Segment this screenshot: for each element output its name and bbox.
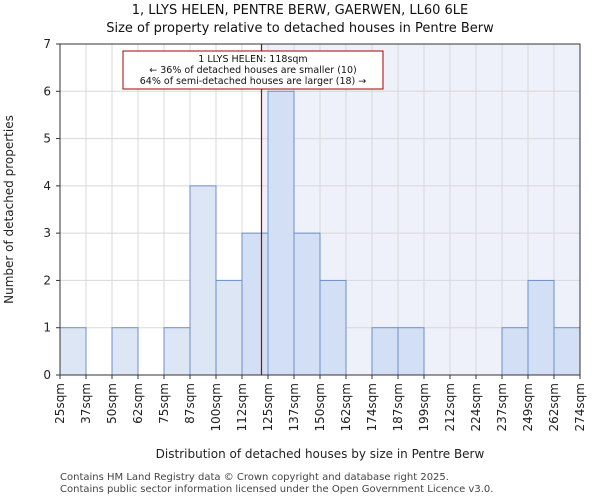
y-tick-label: 2 <box>43 273 51 287</box>
x-tick-label: 150sqm <box>313 383 327 431</box>
histogram-bar <box>59 327 87 376</box>
x-tick-label: 62sqm <box>131 383 145 424</box>
x-tick-label: 237sqm <box>495 383 509 431</box>
histogram-bar <box>501 327 529 376</box>
x-tick-label: 125sqm <box>261 383 275 431</box>
footer-licence: Contains public sector information licen… <box>60 484 494 495</box>
x-tick-label: 187sqm <box>391 383 405 431</box>
x-tick-label: 249sqm <box>521 383 535 431</box>
footer-copyright: Contains HM Land Registry data © Crown c… <box>60 472 449 483</box>
annotation-line-1: 1 LLYS HELEN: 118sqm <box>198 54 307 65</box>
x-tick-label: 87sqm <box>183 383 197 424</box>
x-tick-label: 112sqm <box>235 383 249 431</box>
histogram-bar <box>215 279 243 376</box>
histogram-bar <box>319 279 347 376</box>
x-tick-label: 162sqm <box>339 383 353 431</box>
histogram-bar <box>163 327 191 376</box>
x-axis-label: Distribution of detached houses by size … <box>156 447 485 461</box>
y-tick-label: 3 <box>43 226 51 240</box>
y-tick-label: 5 <box>43 132 51 146</box>
x-tick-label: 212sqm <box>443 383 457 431</box>
x-tick-label: 274sqm <box>573 383 587 431</box>
x-tick-label: 37sqm <box>79 383 93 424</box>
histogram-bar <box>111 327 139 376</box>
y-tick-label: 1 <box>43 321 51 335</box>
histogram-bar <box>527 279 555 376</box>
x-tick-label: 224sqm <box>469 383 483 431</box>
histogram-bar <box>553 327 581 376</box>
x-tick-label: 25sqm <box>53 383 67 424</box>
annotation-box <box>122 50 384 90</box>
chart-title: 1, LLYS HELEN, PENTRE BERW, GAERWEN, LL6… <box>131 3 469 18</box>
y-tick-label: 0 <box>43 368 51 382</box>
histogram-bar <box>267 90 295 376</box>
histogram-bar <box>189 185 217 376</box>
y-tick-label: 4 <box>43 179 51 193</box>
x-tick-label: 262sqm <box>547 383 561 431</box>
x-tick-label: 137sqm <box>287 383 301 431</box>
y-tick-label: 6 <box>43 84 51 98</box>
y-tick-label: 7 <box>43 37 51 51</box>
x-tick-label: 199sqm <box>417 383 431 431</box>
annotation-line-3: 64% of semi-detached houses are larger (… <box>140 76 367 87</box>
chart-subtitle: Size of property relative to detached ho… <box>106 21 494 36</box>
histogram-bar <box>293 232 321 376</box>
x-tick-label: 174sqm <box>365 383 379 431</box>
annotation-line-2: ← 36% of detached houses are smaller (10… <box>149 65 356 76</box>
histogram-chart: 1 LLYS HELEN: 118sqm← 36% of detached ho… <box>2 37 587 461</box>
x-tick-label: 100sqm <box>209 383 223 431</box>
y-axis-label: Number of detached properties <box>2 115 16 304</box>
x-tick-label: 50sqm <box>105 383 119 424</box>
x-tick-label: 75sqm <box>157 383 171 424</box>
histogram-bar <box>241 232 269 376</box>
histogram-bar <box>397 327 425 376</box>
histogram-bar <box>371 327 399 376</box>
